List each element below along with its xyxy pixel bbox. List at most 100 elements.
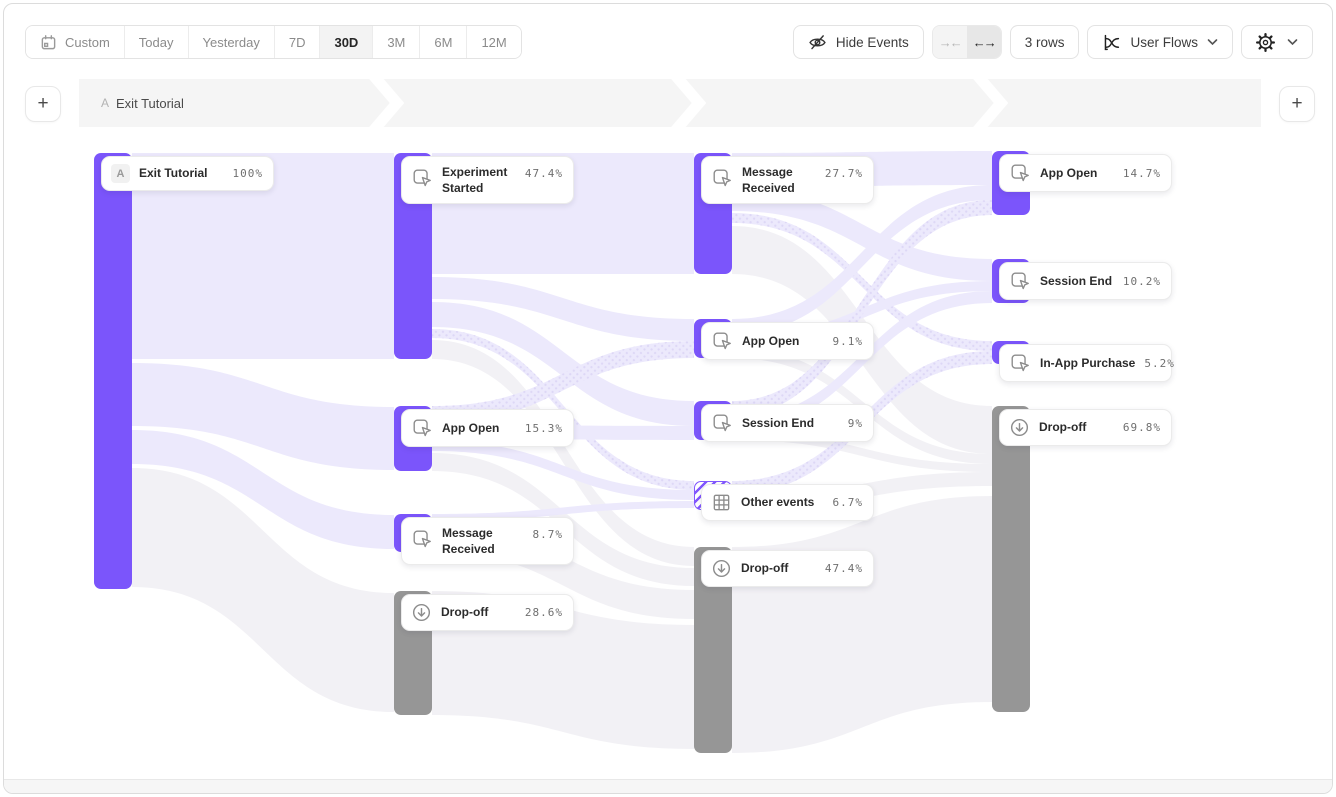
flow-link-s1-exit-s2-drop[interactable] xyxy=(132,468,394,712)
node-card-s2-app[interactable]: App Open 15.3% xyxy=(401,409,574,447)
user-flows-icon xyxy=(1102,33,1121,52)
node-percentage: 47.4% xyxy=(524,167,563,180)
node-label: Session End xyxy=(1040,273,1113,288)
node-card-s3-sess[interactable]: Session End 9% xyxy=(701,404,874,442)
flow-link-s2-exp-s3-sess[interactable] xyxy=(432,302,694,426)
event-icon xyxy=(711,412,733,434)
other-events-icon xyxy=(711,492,732,513)
date-range-3m[interactable]: 3M xyxy=(372,26,420,58)
node-card-s3-drop[interactable]: Drop-off 47.4% xyxy=(701,550,874,587)
date-range-yesterday[interactable]: Yesterday xyxy=(187,26,274,58)
node-label: Drop-off xyxy=(1039,420,1087,435)
date-range-today[interactable]: Today xyxy=(123,26,188,58)
node-label: Exit Tutorial xyxy=(139,166,208,181)
flow-link-s2-app-s3-other[interactable] xyxy=(432,441,694,500)
flow-link-s2-exp-s3-app[interactable] xyxy=(432,277,694,341)
event-icon xyxy=(711,167,733,189)
node-card-s2-msg[interactable]: Message Received 8.7% xyxy=(401,517,574,566)
hide-events-label: Hide Events xyxy=(835,34,909,50)
node-label: Drop-off xyxy=(441,605,489,620)
node-label: App Open xyxy=(442,420,500,435)
node-card-s4-sess[interactable]: Session End 10.2% xyxy=(999,262,1172,300)
date-range-7d[interactable]: 7D xyxy=(273,26,320,58)
flow-link-s2-exp-s3-drop[interactable] xyxy=(432,340,694,566)
node-percentage: 10.2% xyxy=(1122,274,1161,288)
node-percentage: 14.7% xyxy=(1122,166,1161,180)
date-range-custom[interactable]: Custom xyxy=(26,26,124,58)
arrows-expand-icon[interactable]: ←→ xyxy=(966,26,1001,58)
dropoff-icon xyxy=(411,602,432,623)
node-percentage: 8.7% xyxy=(532,528,563,541)
rows-button[interactable]: 3 rows xyxy=(1009,25,1080,59)
node-label: In-App Purchase xyxy=(1040,355,1136,370)
sankey-bar-s1-exit[interactable] xyxy=(94,153,132,589)
date-range-label: 30D xyxy=(334,34,359,50)
flow-link-s1-exit-s2-exp[interactable] xyxy=(132,153,394,359)
start-event-prefix: A xyxy=(101,96,110,110)
rows-label: 3 rows xyxy=(1024,34,1065,50)
flow-link-s3-msg-s4-sess[interactable] xyxy=(732,189,992,281)
node-card-s1-exit[interactable]: A Exit Tutorial 100% xyxy=(101,156,274,191)
add-step-before-button[interactable]: + xyxy=(25,86,61,122)
date-range-label: 12M xyxy=(481,34,507,50)
node-label: Drop-off xyxy=(741,561,789,576)
add-step-after-button[interactable]: + xyxy=(1279,86,1315,122)
flow-link-s1-exit-s2-app[interactable] xyxy=(132,363,394,470)
date-range-6m[interactable]: 6M xyxy=(419,26,467,58)
view-label: User Flows xyxy=(1130,34,1198,50)
node-percentage: 6.7% xyxy=(832,496,863,509)
flow-link-pattern-s3-msg-s4-iap[interactable] xyxy=(732,213,992,351)
node-card-s3-app[interactable]: App Open 9.1% xyxy=(701,322,874,360)
sankey-chart: A Exit Tutorial 100% Experiment Started 47.4… xyxy=(4,4,1332,793)
node-percentage: 69.8% xyxy=(1122,421,1161,434)
flow-link-s3-drop-s4-drop[interactable] xyxy=(732,496,992,753)
chevron-down-icon xyxy=(1287,38,1298,46)
date-range-12m[interactable]: 12M xyxy=(466,26,521,58)
flow-link-s2-msg-s3-other[interactable] xyxy=(432,501,694,521)
toolbar-right: Hide Events →← ←→ 3 rows User Flows xyxy=(792,25,1313,59)
flow-links-layer xyxy=(132,151,992,753)
node-label: Experiment Started xyxy=(442,165,508,196)
chevron-down-icon xyxy=(1207,38,1218,46)
date-range-30d[interactable]: 30D xyxy=(319,26,373,58)
bottom-bar xyxy=(4,779,1332,793)
step-strip xyxy=(79,79,1261,127)
flow-link-pattern-s2-app-s3-app[interactable] xyxy=(432,341,694,423)
flow-link-s3-app-s4-app[interactable] xyxy=(732,185,992,334)
view-selector-button[interactable]: User Flows xyxy=(1087,25,1233,59)
node-card-s4-app[interactable]: App Open 14.7% xyxy=(999,154,1172,192)
node-card-s3-other[interactable]: Other events 6.7% xyxy=(701,484,874,521)
node-percentage: 28.6% xyxy=(524,606,563,619)
date-range-label: Custom xyxy=(65,34,110,50)
node-label: Message Received xyxy=(442,526,495,557)
flow-link-pattern-s3-sess-s4-app[interactable] xyxy=(732,200,992,416)
eye-off-icon xyxy=(808,33,827,52)
node-card-s4-drop[interactable]: Drop-off 69.8% xyxy=(999,409,1172,446)
hide-events-button[interactable]: Hide Events xyxy=(792,25,924,59)
node-card-s2-exp[interactable]: Experiment Started 47.4% xyxy=(401,156,574,205)
settings-button[interactable] xyxy=(1241,25,1313,59)
dropoff-icon xyxy=(711,558,732,579)
node-card-s4-iap[interactable]: In-App Purchase 5.2% xyxy=(999,344,1175,382)
event-icon xyxy=(711,330,733,352)
event-icon xyxy=(1009,270,1031,292)
event-icon xyxy=(1009,162,1031,184)
sankey-bar-s4-drop[interactable] xyxy=(992,406,1030,712)
date-range-label: Today xyxy=(138,34,174,50)
flow-link-s3-sess-s4-sess[interactable] xyxy=(732,291,992,430)
arrows-collapse-icon[interactable]: →← xyxy=(932,26,967,58)
node-label: App Open xyxy=(1040,165,1098,180)
dropoff-icon xyxy=(1009,417,1030,438)
node-label: Other events xyxy=(741,495,815,510)
node-card-s3-msg[interactable]: Message Received 27.7% xyxy=(701,156,874,205)
node-percentage: 9% xyxy=(847,416,863,430)
node-percentage: 5.2% xyxy=(1144,356,1175,370)
node-percentage: 27.7% xyxy=(824,167,863,180)
step-header-row: + A Exit Tutorial + xyxy=(4,79,1332,127)
flow-link-s3-sess-s4-drop[interactable] xyxy=(732,432,992,472)
app-window: Custom Today Yesterday 7D 30D 3M 6M 12M Hide Ev… xyxy=(3,3,1333,794)
start-event-label[interactable]: A Exit Tutorial xyxy=(101,79,184,127)
node-card-s2-drop[interactable]: Drop-off 28.6% xyxy=(401,594,574,631)
flow-link-s1-exit-s2-msg[interactable] xyxy=(132,430,394,549)
plus-icon: + xyxy=(37,93,49,114)
